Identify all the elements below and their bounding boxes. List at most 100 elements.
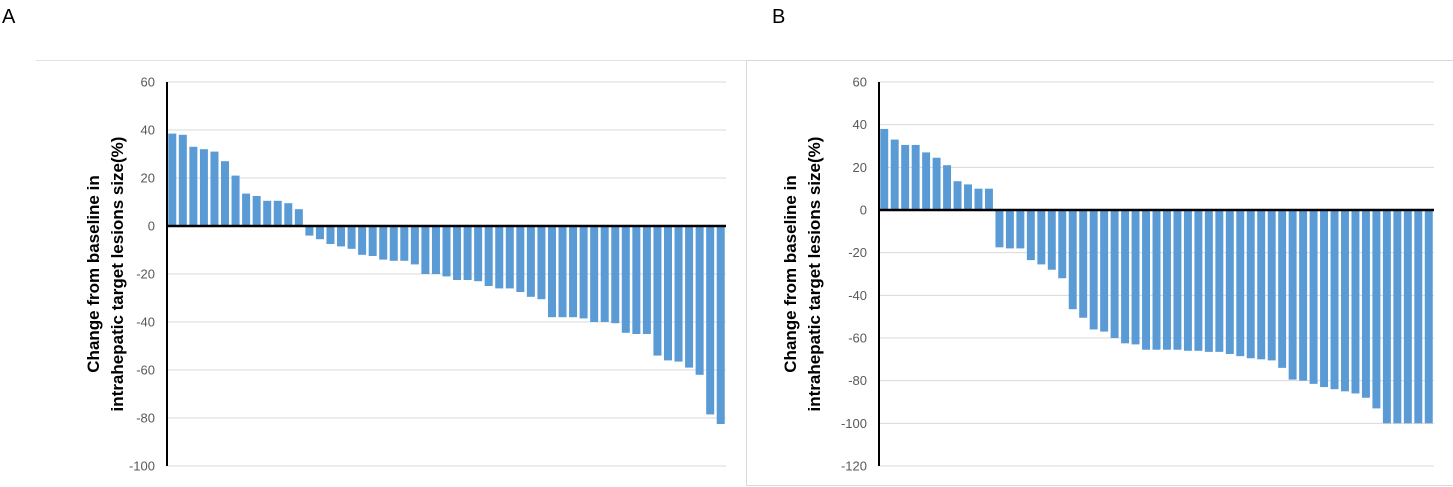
bar-a-33 [516,226,525,292]
bar-b-19 [1079,210,1088,318]
y-axis-label-line-a-0: Change from baseline in [84,175,103,372]
bar-b-24 [1131,210,1140,345]
bar-a-41 [600,226,609,322]
bar-b-13 [1016,210,1025,249]
y-tick-label-b-6: -60 [848,331,867,346]
bar-a-15 [326,226,335,244]
bar-a-24 [421,226,430,274]
bar-a-6 [231,175,240,226]
bar-b-9 [974,188,983,210]
bar-a-44 [632,226,641,334]
bar-a-16 [337,226,346,247]
bar-b-6 [943,165,952,210]
bar-a-9 [263,200,272,226]
y-tick-label-a-0: 60 [141,75,155,90]
y-tick-label-a-2: 20 [141,171,155,186]
y-tick-label-a-5: -40 [136,315,155,330]
bar-b-48 [1382,210,1391,424]
y-tick-label-a-3: 0 [148,219,155,234]
chart-frame-a [36,60,746,487]
bar-b-10 [984,188,993,210]
bar-a-23 [410,226,419,265]
bar-a-18 [358,226,367,255]
bar-a-27 [453,226,462,280]
y-tick-label-a-8: -100 [129,459,155,474]
bar-a-2 [189,146,198,226]
bar-a-38 [569,226,578,318]
bar-b-4 [922,152,931,210]
bar-a-52 [716,226,725,424]
bar-b-18 [1068,210,1077,310]
bar-a-51 [706,226,715,415]
bar-b-22 [1110,210,1119,338]
bar-b-36 [1257,210,1266,360]
bar-a-47 [663,226,672,361]
bar-a-25 [431,226,440,274]
bar-b-14 [1026,210,1035,261]
y-axis-label-line-b-1: intrahepatic target lesions size(%) [805,137,824,412]
y-axis-label-line-b-0: Change from baseline in [781,175,800,372]
bar-b-44 [1341,210,1349,392]
bar-b-26 [1152,210,1161,350]
bar-a-37 [558,226,567,318]
bar-a-28 [463,226,472,280]
bar-b-42 [1320,210,1329,388]
bar-b-31 [1204,210,1213,352]
bar-a-14 [315,226,324,240]
bar-a-48 [674,226,683,362]
bar-b-0 [880,128,889,210]
bar-b-45 [1351,210,1360,394]
bar-b-46 [1361,210,1370,398]
bar-b-11 [995,210,1004,248]
y-tick-label-b-4: -20 [848,245,867,260]
bar-a-1 [178,134,187,226]
y-tick-label-b-7: -80 [848,373,867,388]
bar-b-8 [964,184,972,210]
bar-b-1 [890,139,899,210]
y-tick-label-b-9: -120 [841,459,867,474]
bar-a-22 [400,226,409,261]
panel-letter-b: B [772,6,786,28]
y-axis-label-b: Change from baseline in intrahepatic targ… [781,137,824,412]
bar-a-19 [368,226,377,256]
bar-b-17 [1058,210,1067,279]
bar-a-42 [611,226,620,324]
bar-b-43 [1330,210,1339,390]
y-tick-label-b-8: -100 [841,416,867,431]
bar-b-52 [1424,210,1433,424]
bar-b-2 [901,144,910,210]
bar-b-7 [953,181,962,210]
bar-b-32 [1215,210,1224,352]
bar-b-21 [1100,210,1109,332]
bar-a-13 [305,226,314,236]
y-tick-label-b-5: -40 [848,288,867,303]
bar-b-38 [1278,210,1287,368]
bar-b-20 [1089,210,1098,330]
bar-a-11 [284,203,293,226]
bar-b-34 [1236,210,1245,357]
bar-a-5 [221,161,230,226]
bar-b-35 [1246,210,1255,359]
bar-b-5 [932,157,941,210]
bar-b-3 [911,144,920,210]
bar-a-17 [347,226,356,249]
bar-a-8 [252,196,261,226]
bar-a-39 [579,226,588,319]
bar-b-15 [1037,210,1046,265]
bar-a-50 [695,226,704,375]
y-tick-label-a-6: -60 [136,363,155,378]
bar-a-7 [242,193,251,226]
bar-a-29 [474,226,483,282]
bar-b-47 [1372,210,1381,409]
bar-a-40 [590,226,599,322]
bar-a-43 [621,226,630,333]
bar-b-33 [1225,210,1234,354]
y-tick-label-a-4: -20 [136,267,155,282]
bar-b-25 [1142,210,1151,350]
bar-b-23 [1121,210,1130,344]
bar-b-49 [1393,210,1402,424]
y-tick-label-b-0: 60 [853,75,867,90]
panel-letter-a: A [2,6,16,28]
